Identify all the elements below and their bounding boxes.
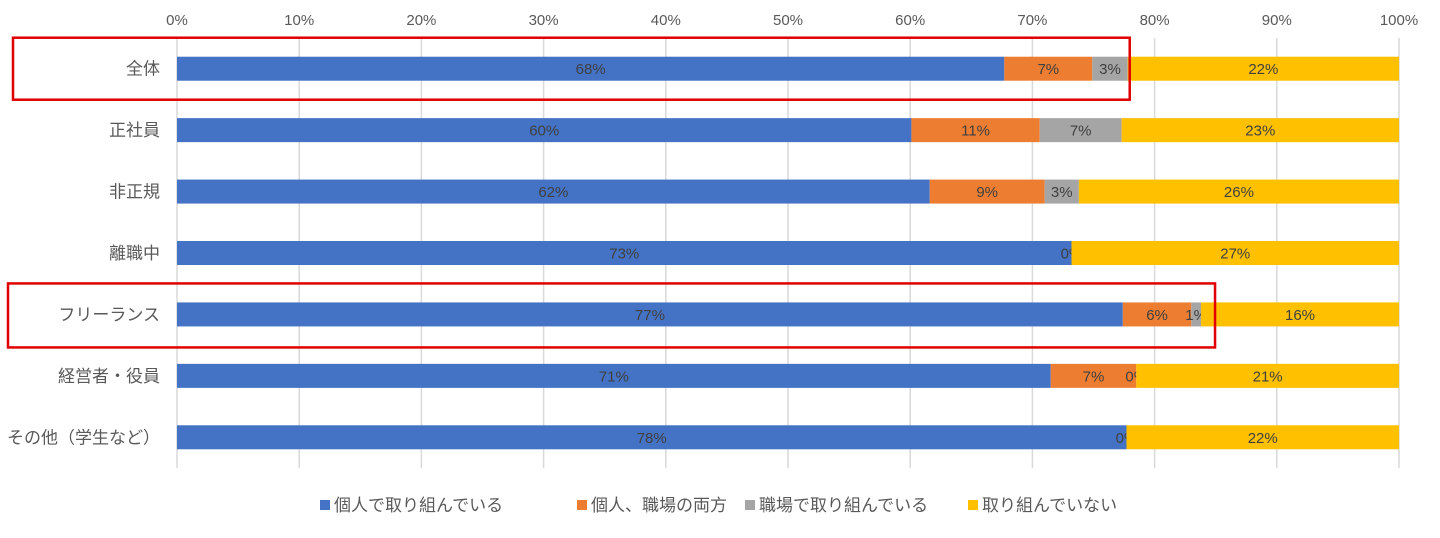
x-axis-ticks: 0% 10% 20% 30% 40% 50% 60% 70% 80% 90% 100% [166, 12, 1418, 29]
x-tick-label: 50% [773, 12, 803, 29]
data-label: 7% [1070, 123, 1092, 140]
bar-segment [1092, 56, 1128, 81]
category-label: 正社員 [109, 121, 160, 140]
data-label: 16% [1285, 307, 1315, 324]
legend-swatch [577, 500, 587, 510]
bar-segment [1121, 118, 1399, 143]
x-tick-label: 0% [166, 12, 188, 29]
bar-segment [177, 56, 1005, 81]
x-tick-label: 100% [1380, 12, 1418, 29]
data-label: 27% [1220, 246, 1250, 263]
x-tick-label: 70% [1017, 12, 1047, 29]
bar-segment [1078, 179, 1399, 204]
x-tick-label: 80% [1140, 12, 1170, 29]
legend-swatch [320, 500, 330, 510]
category-label: 全体 [126, 60, 160, 79]
data-label: 3% [1051, 184, 1073, 201]
data-label: 23% [1245, 123, 1275, 140]
x-tick-label: 40% [651, 12, 681, 29]
data-label: 68% [576, 61, 606, 78]
highlight-box [6, 282, 1217, 349]
bar-segment [177, 302, 1123, 327]
data-label: 26% [1224, 184, 1254, 201]
highlight-boxes [6, 36, 1217, 349]
bar-segment [911, 118, 1040, 143]
data-label: 3% [1099, 61, 1121, 78]
category-label: その他（学生など） [7, 428, 160, 447]
bar-segment [1136, 363, 1399, 388]
legend-label: 取り組んでいない [982, 496, 1117, 515]
legend: 個人で取り組んでいる 個人、職場の両方 職場で取り組んでいる 取り組んでいない [320, 496, 1117, 515]
bar-segment [929, 179, 1045, 204]
data-label: 77% [635, 307, 665, 324]
data-label: 11% [961, 123, 990, 140]
x-tick-label: 90% [1262, 12, 1292, 29]
legend-label: 個人、職場の両方 [591, 496, 727, 515]
legend-label: 職場で取り組んでいる [759, 496, 928, 515]
data-label: 6% [1146, 307, 1168, 324]
bar-segment [1122, 302, 1192, 327]
bar-segment [1050, 363, 1137, 388]
data-label: 22% [1248, 430, 1278, 447]
data-label: 22% [1248, 61, 1278, 78]
bar-segment [177, 179, 930, 204]
x-tick-label: 30% [529, 12, 559, 29]
data-label: 73% [609, 246, 639, 263]
bar-segment [177, 241, 1072, 265]
bar-segment [177, 425, 1127, 450]
data-label: 7% [1083, 368, 1105, 385]
data-label: 21% [1253, 368, 1283, 385]
bar-segment [1004, 56, 1093, 81]
category-label: 離職中 [109, 244, 160, 263]
bar-segment [1071, 241, 1399, 265]
legend-label: 個人で取り組んでいる [334, 496, 503, 515]
bar-segment [1201, 302, 1399, 327]
category-label: 経営者・役員 [58, 367, 160, 386]
bar-segment [177, 363, 1051, 388]
bar-segment [1127, 56, 1399, 81]
bar-segment [1044, 179, 1079, 204]
data-label: 7% [1037, 61, 1059, 78]
bars: 68%7%3%22%60%11%7%23%62%9%3%26%73%0%27%7… [177, 56, 1399, 450]
bar-segment [177, 118, 912, 143]
legend-swatch [745, 500, 755, 510]
x-tick-label: 60% [895, 12, 925, 29]
data-label: 62% [538, 184, 568, 201]
bar-segment [1039, 118, 1122, 143]
data-label: 71% [599, 368, 629, 385]
category-label: フリーランス [58, 305, 160, 324]
x-tick-label: 20% [406, 12, 436, 29]
legend-swatch [968, 500, 978, 510]
bar-segment [1126, 425, 1399, 450]
x-tick-label: 10% [284, 12, 314, 29]
data-label: 9% [976, 184, 998, 201]
data-label: 60% [529, 123, 559, 140]
data-label: 78% [637, 430, 667, 447]
bar-segment [1191, 302, 1202, 327]
category-label: 非正規 [109, 183, 160, 202]
highlight-box [11, 36, 1131, 101]
